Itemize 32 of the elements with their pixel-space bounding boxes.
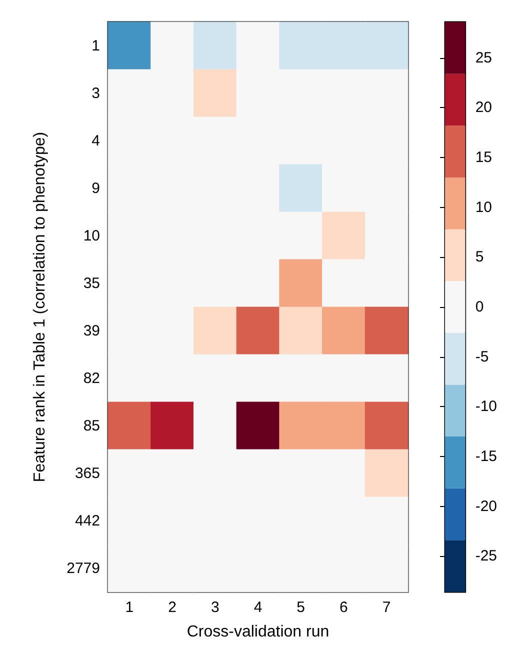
color-bar-label: 20 xyxy=(475,99,492,116)
y-tick-label: 82 xyxy=(83,370,100,387)
color-bar-label: -25 xyxy=(475,548,498,565)
x-tick-label: 5 xyxy=(296,599,306,616)
color-bar-label: -20 xyxy=(475,498,498,515)
y-tick-label: 2779 xyxy=(66,560,100,577)
color-bar-label: 10 xyxy=(475,198,492,216)
x-tick-label: 1 xyxy=(125,599,134,616)
x-tick-label: 3 xyxy=(210,599,220,616)
y-tick-label: 4 xyxy=(92,132,100,150)
x-tick-label: 6 xyxy=(340,599,348,616)
color-bar-label: 0 xyxy=(475,298,484,316)
y-tick-label: 10 xyxy=(83,227,100,244)
y-tick-label: 9 xyxy=(92,180,100,197)
color-bar-label: 5 xyxy=(475,248,484,266)
color-bar-label: 15 xyxy=(475,149,492,166)
y-tick-label: 35 xyxy=(83,274,100,292)
color-bar-label: -5 xyxy=(475,348,489,366)
y-tick-label: 1 xyxy=(92,37,100,54)
color-bar-label: -10 xyxy=(475,398,498,416)
y-axis-title: Feature rank in Table 1 (correlation to phenotype) xyxy=(32,132,48,482)
color-bar-label: 25 xyxy=(475,49,492,66)
y-tick-label: 365 xyxy=(74,464,100,482)
x-axis-title: Cross-validation run xyxy=(186,624,330,640)
x-tick-label: 2 xyxy=(168,599,176,616)
y-tick-label: 85 xyxy=(83,417,100,434)
color-bar-label: -15 xyxy=(475,448,498,465)
x-tick-label: 7 xyxy=(382,599,391,616)
y-tick-label: 3 xyxy=(92,84,100,102)
y-tick-label: 442 xyxy=(74,512,100,530)
x-tick-label: 4 xyxy=(254,599,262,616)
y-tick-label: 39 xyxy=(83,322,100,340)
